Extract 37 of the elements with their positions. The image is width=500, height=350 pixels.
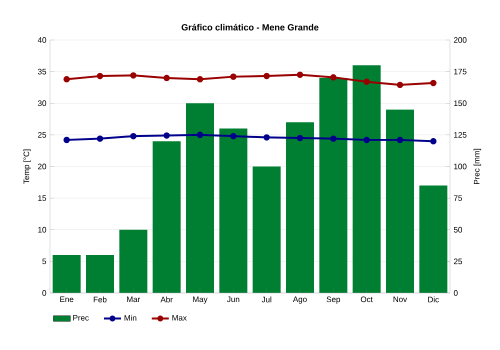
point (296, 134, 304, 142)
bar (52, 255, 81, 293)
point (263, 134, 270, 141)
point (430, 138, 437, 144)
bar (386, 110, 414, 293)
bar (319, 78, 348, 293)
bar (419, 185, 448, 293)
point (96, 72, 104, 80)
point (396, 82, 404, 88)
point (230, 73, 237, 80)
point (163, 132, 170, 139)
point (196, 132, 204, 138)
bar (286, 122, 314, 293)
chart-title: Gráfico climático - Mene Grande (182, 24, 318, 31)
point (330, 74, 337, 81)
point (196, 76, 204, 82)
point (430, 80, 437, 86)
point (130, 132, 137, 140)
point (363, 78, 370, 85)
point (63, 136, 70, 144)
point (163, 74, 170, 82)
point (330, 135, 337, 142)
bar (152, 141, 181, 293)
bar (186, 103, 214, 293)
point (363, 136, 370, 144)
bar (119, 230, 148, 293)
bar (252, 166, 281, 293)
point (63, 76, 70, 82)
point (396, 136, 404, 144)
point (263, 72, 270, 80)
bar (352, 65, 381, 293)
point (96, 135, 104, 142)
point (230, 132, 237, 140)
point (296, 72, 304, 78)
bar (219, 128, 248, 293)
bar (86, 255, 114, 293)
point (130, 72, 137, 79)
